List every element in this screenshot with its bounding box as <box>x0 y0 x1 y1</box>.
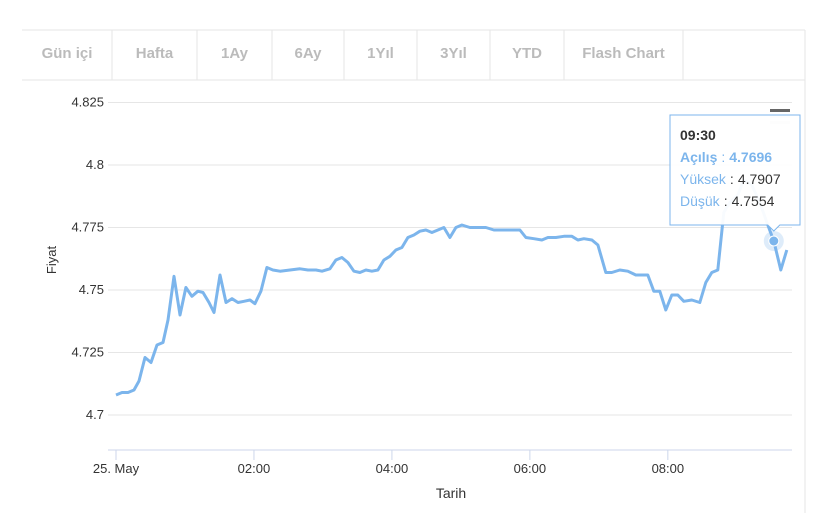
y-tick-label: 4.75 <box>79 282 104 297</box>
tab[interactable]: 3Yıl <box>440 30 491 80</box>
tooltip-value: 4.7907 <box>738 171 781 187</box>
tooltip-row: Açılış:4.7696 <box>680 149 772 165</box>
x-tick-label: 04:00 <box>376 461 409 476</box>
menu-bar <box>770 109 790 112</box>
tab[interactable]: YTD <box>512 30 565 80</box>
x-axis-title: Tarih <box>436 485 466 501</box>
tab-label: Gün içi <box>42 45 93 62</box>
tab[interactable]: Gün içi <box>42 30 113 80</box>
hover-point <box>768 235 780 247</box>
tooltip-separator: : <box>730 171 734 187</box>
y-axis-title: Fiyat <box>44 246 59 275</box>
tooltip-label: Düşük <box>680 193 721 209</box>
tooltip-separator: : <box>721 149 725 165</box>
tab-label: 6Ay <box>295 45 323 62</box>
y-tick-label: 4.775 <box>71 220 104 235</box>
tab-label: 1Ay <box>221 45 249 62</box>
plot-area: 4.7 4.725 4.75 4.775 4.8 4.825 25. May 02:00 04:… <box>71 95 792 476</box>
y-tick-label: 4.825 <box>71 95 104 110</box>
tooltip: 09:30Açılış:4.7696Yüksek:4.7907Düşük:4.7… <box>669 114 801 251</box>
tooltip-title: 09:30 <box>680 127 716 143</box>
y-tick-label: 4.725 <box>71 345 104 360</box>
x-tick-label: 25. May <box>93 461 140 476</box>
tooltip-row: Düşük:4.7554 <box>680 193 775 209</box>
tooltip-value: 4.7696 <box>729 149 772 165</box>
tab[interactable]: 6Ay <box>295 30 345 80</box>
tooltip-label: Yüksek <box>680 171 727 187</box>
tooltip-row: Yüksek:4.7907 <box>680 171 781 187</box>
tooltip-separator: : <box>724 193 728 209</box>
tooltip-box <box>669 114 801 232</box>
x-tick-label: 02:00 <box>238 461 271 476</box>
price-line <box>115 178 789 397</box>
tab-label: 1Yıl <box>367 45 394 62</box>
tab-label: 3Yıl <box>440 45 467 62</box>
tab-label: Hafta <box>136 45 174 62</box>
tab-bar: Gün içi Hafta 1Ay 6Ay 1Yıl 3Yıl YTD Flash Chart <box>42 30 684 80</box>
y-tick-label: 4.7 <box>86 407 104 422</box>
tab[interactable]: Hafta <box>136 30 198 80</box>
y-tick-label: 4.8 <box>86 157 104 172</box>
tooltip-label: Açılış <box>680 149 718 165</box>
x-tick-label: 08:00 <box>652 461 685 476</box>
x-tick-label: 06:00 <box>514 461 547 476</box>
tab[interactable]: Flash Chart <box>582 30 684 80</box>
tab-label: YTD <box>512 45 542 62</box>
tab[interactable]: 1Yıl <box>367 30 418 80</box>
tab[interactable]: 1Ay <box>221 30 273 80</box>
tooltip-value: 4.7554 <box>732 193 775 209</box>
tab-label: Flash Chart <box>582 45 665 62</box>
